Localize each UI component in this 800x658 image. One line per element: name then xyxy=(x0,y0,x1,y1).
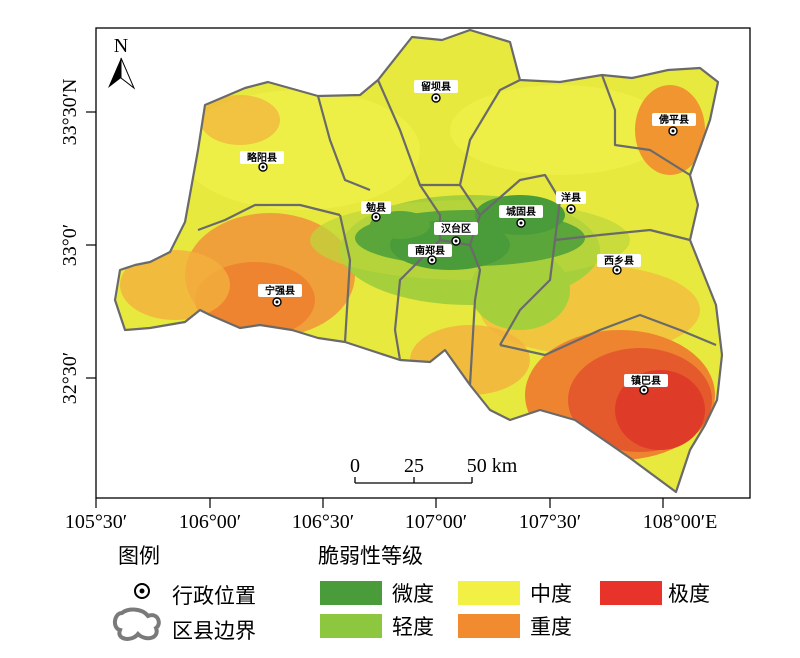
svg-text:洋县: 洋县 xyxy=(561,191,581,204)
svg-text:留坝县: 留坝县 xyxy=(421,80,451,93)
svg-text:城固县: 城固县 xyxy=(506,205,536,218)
svg-text:佛平县: 佛平县 xyxy=(658,113,689,126)
scale-label-50: 50 km xyxy=(467,455,518,477)
lon-label-2: 106°00′ xyxy=(179,511,241,533)
lon-label-5: 107°30′ xyxy=(519,511,581,533)
county-mianxian: 勉县 xyxy=(361,201,391,222)
north-arrow-icon: N xyxy=(108,35,136,90)
county-ningqiang: 宁强县 xyxy=(258,284,302,307)
county-nanzheng: 南郑县 xyxy=(408,244,452,265)
svg-text:勉县: 勉县 xyxy=(365,201,386,214)
north-label: N xyxy=(114,35,128,57)
county-liuba: 留坝县 xyxy=(414,80,458,103)
svg-text:镇巴县: 镇巴县 xyxy=(631,374,661,387)
county-yangxian: 洋县 xyxy=(556,191,586,214)
lat-label-2: 33°0′ xyxy=(59,224,81,266)
lon-label-4: 107°00′ xyxy=(405,511,467,533)
county-markers: 留坝县 佛平县 略阳县 洋县 勉县 城固县 xyxy=(240,80,696,395)
svg-text:汉台区: 汉台区 xyxy=(441,222,471,235)
lon-label-3: 106°30′ xyxy=(292,511,354,533)
lon-label-6: 108°00′E xyxy=(643,511,718,533)
county-foping: 佛平县 xyxy=(652,113,696,136)
svg-text:西乡县: 西乡县 xyxy=(604,254,634,267)
county-chenggu: 城固县 xyxy=(499,205,543,228)
lat-label-1: 33°30′N xyxy=(59,79,81,146)
lon-label-1: 105°30′ xyxy=(65,511,127,533)
svg-text:宁强县: 宁强县 xyxy=(265,284,295,297)
county-hantai: 汉台区 xyxy=(434,222,478,246)
scale-label-25: 25 xyxy=(404,455,424,477)
county-lueyang: 略阳县 xyxy=(240,151,284,172)
scale-label-0: 0 xyxy=(350,455,360,477)
grid-ticks xyxy=(86,111,664,508)
lat-label-3: 32°30′ xyxy=(59,352,81,404)
svg-text:南郑县: 南郑县 xyxy=(415,244,445,257)
county-zhenba: 镇巴县 xyxy=(624,374,668,395)
county-boundaries xyxy=(113,28,724,494)
county-xixiang: 西乡县 xyxy=(597,254,641,275)
scale-bar: 0 25 50 km xyxy=(350,455,518,484)
county-boundary-icon xyxy=(113,607,161,641)
legend-symbols xyxy=(113,583,161,641)
svg-text:略阳县: 略阳县 xyxy=(247,151,277,164)
